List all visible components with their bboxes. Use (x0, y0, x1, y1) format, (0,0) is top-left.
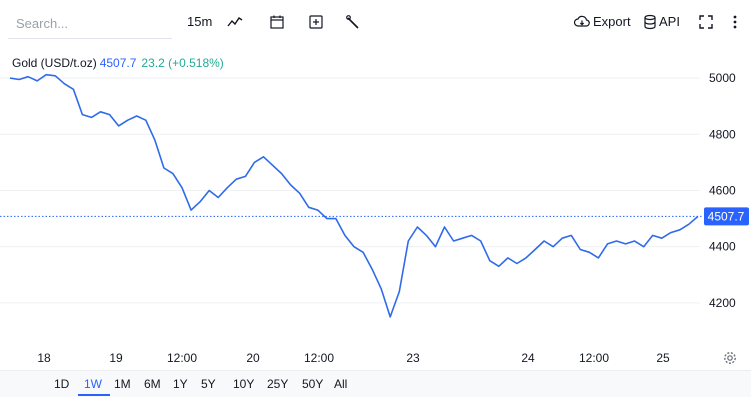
symbol-label: Gold (USD/t.oz) (12, 56, 97, 70)
y-tick-label: 4800 (709, 127, 736, 141)
y-tick-label: 4200 (709, 296, 736, 310)
last-price-line: 4507.7 (0, 207, 749, 226)
series-line (9, 73, 699, 318)
price-chart[interactable]: 4200 4400 4600 4800 5000 18 19 12:00 20 12:00 23 2… (0, 40, 751, 370)
more-options-icon[interactable] (726, 13, 744, 31)
range-button-1w[interactable]: 1W (84, 377, 102, 391)
interval-selector[interactable]: 15m (187, 14, 213, 29)
range-button-25y[interactable]: 25Y (267, 377, 289, 391)
grid (0, 77, 700, 304)
api-button[interactable]: API (659, 14, 680, 29)
last-price-tag (704, 207, 749, 226)
range-button-1m[interactable]: 1M (114, 377, 131, 391)
x-tick-label: 12:00 (167, 351, 197, 365)
y-axis: 4200 4400 4600 4800 5000 (709, 71, 736, 310)
x-tick-label: 19 (109, 351, 123, 365)
y-tick-label: 5000 (709, 71, 736, 85)
x-tick-label: 18 (37, 351, 51, 365)
range-button-all[interactable]: All (334, 377, 348, 391)
range-button-1d[interactable]: 1D (54, 377, 70, 391)
x-tick-label: 12:00 (579, 351, 609, 365)
active-range-underline (78, 394, 110, 396)
range-button-6m[interactable]: 6M (144, 377, 161, 391)
line-chart-icon[interactable] (226, 13, 244, 31)
chart-toolbar: Search... 15m Export API (0, 0, 751, 40)
price-change-value: 23.2 (+0.518%) (141, 56, 224, 70)
database-icon[interactable] (641, 13, 659, 31)
range-button-1y[interactable]: 1Y (173, 377, 188, 391)
calendar-icon[interactable] (268, 13, 286, 31)
gear-icon[interactable] (722, 350, 738, 366)
last-price-tag-label: 4507.7 (708, 209, 745, 223)
y-tick-label: 4400 (709, 240, 736, 254)
x-tick-label: 23 (406, 351, 420, 365)
search-input[interactable]: Search... (8, 9, 172, 39)
add-indicator-icon[interactable] (307, 13, 325, 31)
settings-wrench-icon[interactable] (344, 13, 362, 31)
range-button-50y[interactable]: 50Y (302, 377, 324, 391)
x-tick-label: 20 (246, 351, 260, 365)
last-price-value: 4507.7 (99, 56, 137, 70)
range-button-5y[interactable]: 5Y (201, 377, 216, 391)
range-selector: 1D 1W 1M 6M 1Y 5Y 10Y 25Y 50Y All (0, 370, 751, 397)
export-button[interactable]: Export (593, 14, 631, 29)
fullscreen-icon[interactable] (697, 13, 715, 31)
gold-price-line (9, 73, 699, 318)
x-tick-label: 12:00 (304, 351, 334, 365)
x-tick-label: 25 (656, 351, 670, 365)
range-button-10y[interactable]: 10Y (233, 377, 255, 391)
chart-legend: Gold (USD/t.oz) 4507.7 23.2 (+0.518%) (12, 56, 224, 70)
y-tick-label: 4600 (709, 183, 736, 197)
cloud-download-icon[interactable] (573, 13, 591, 31)
x-axis: 18 19 12:00 20 12:00 23 24 12:00 25 (37, 351, 670, 365)
x-tick-label: 24 (521, 351, 535, 365)
